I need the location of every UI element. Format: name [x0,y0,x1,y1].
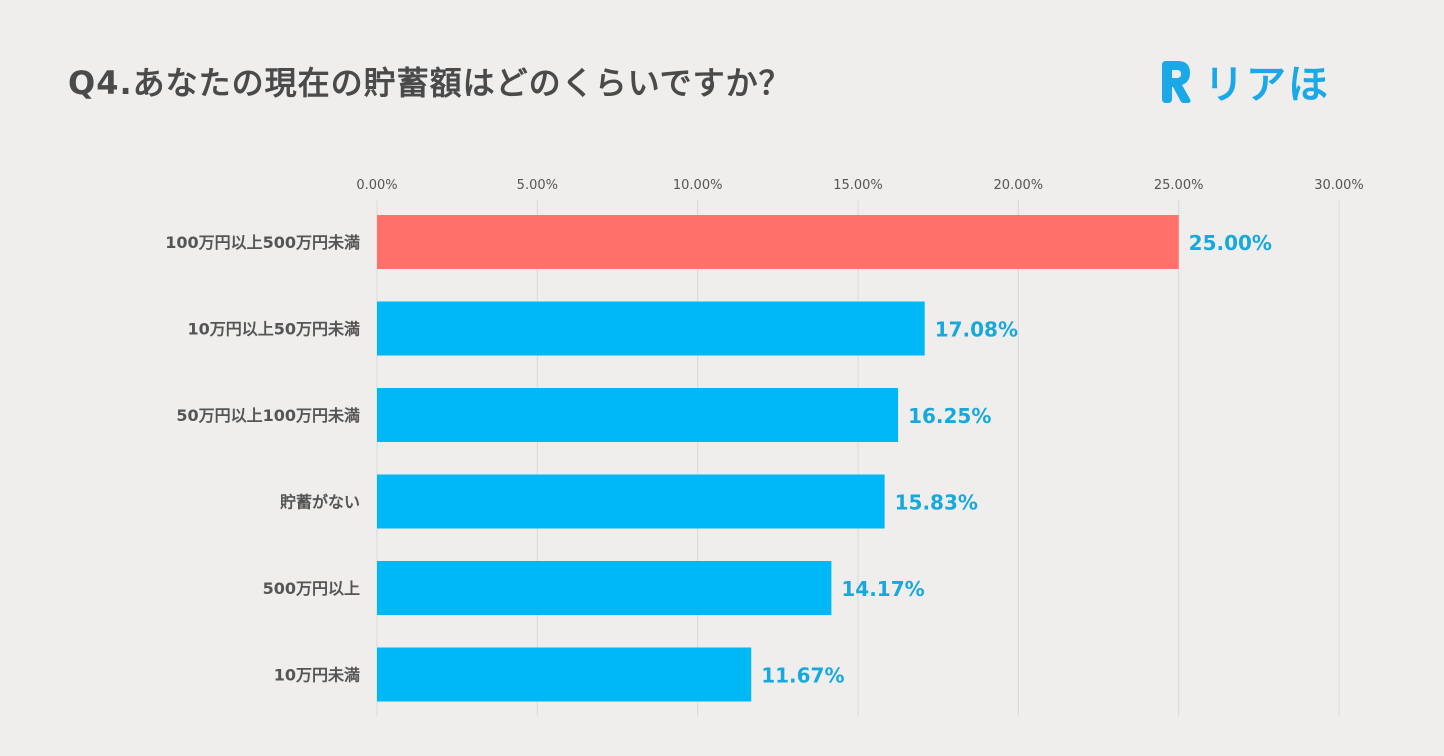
x-tick-label: 0.00% [356,178,397,193]
category-label: 500万円以上 [263,579,360,598]
x-tick-label: 15.00% [833,178,883,193]
r-logo-icon [1162,61,1191,103]
data-label: 16.25% [908,404,991,428]
category-label: 50万円以上100万円未満 [176,406,360,425]
data-label: 11.67% [761,664,844,688]
bar [377,215,1179,269]
category-label: 貯蓄がない [280,493,360,512]
bar [377,647,752,702]
bar [377,388,899,442]
category-label: 100万円以上500万円未満 [165,233,360,252]
bar [377,474,885,529]
x-tick-label: 30.00% [1314,178,1364,193]
data-label: 14.17% [841,577,924,601]
bar [377,301,925,356]
category-label: 10万円未満 [274,666,360,685]
data-label: 15.83% [895,491,978,515]
brand-logo-text: リアほ [1204,62,1330,108]
x-tick-label: 10.00% [673,178,723,193]
data-label: 25.00% [1189,231,1272,255]
x-tick-label: 25.00% [1154,178,1204,193]
brand-logo: リアほ [1156,54,1330,108]
bar [377,561,832,615]
chart-title: Q4.あなたの現在の貯蓄額はどのくらいですか？ [68,64,792,102]
x-tick-label: 5.00% [517,178,558,193]
x-tick-label: 20.00% [994,178,1044,193]
category-label: 10万円以上50万円未満 [187,320,360,339]
data-label: 17.08% [935,318,1018,342]
